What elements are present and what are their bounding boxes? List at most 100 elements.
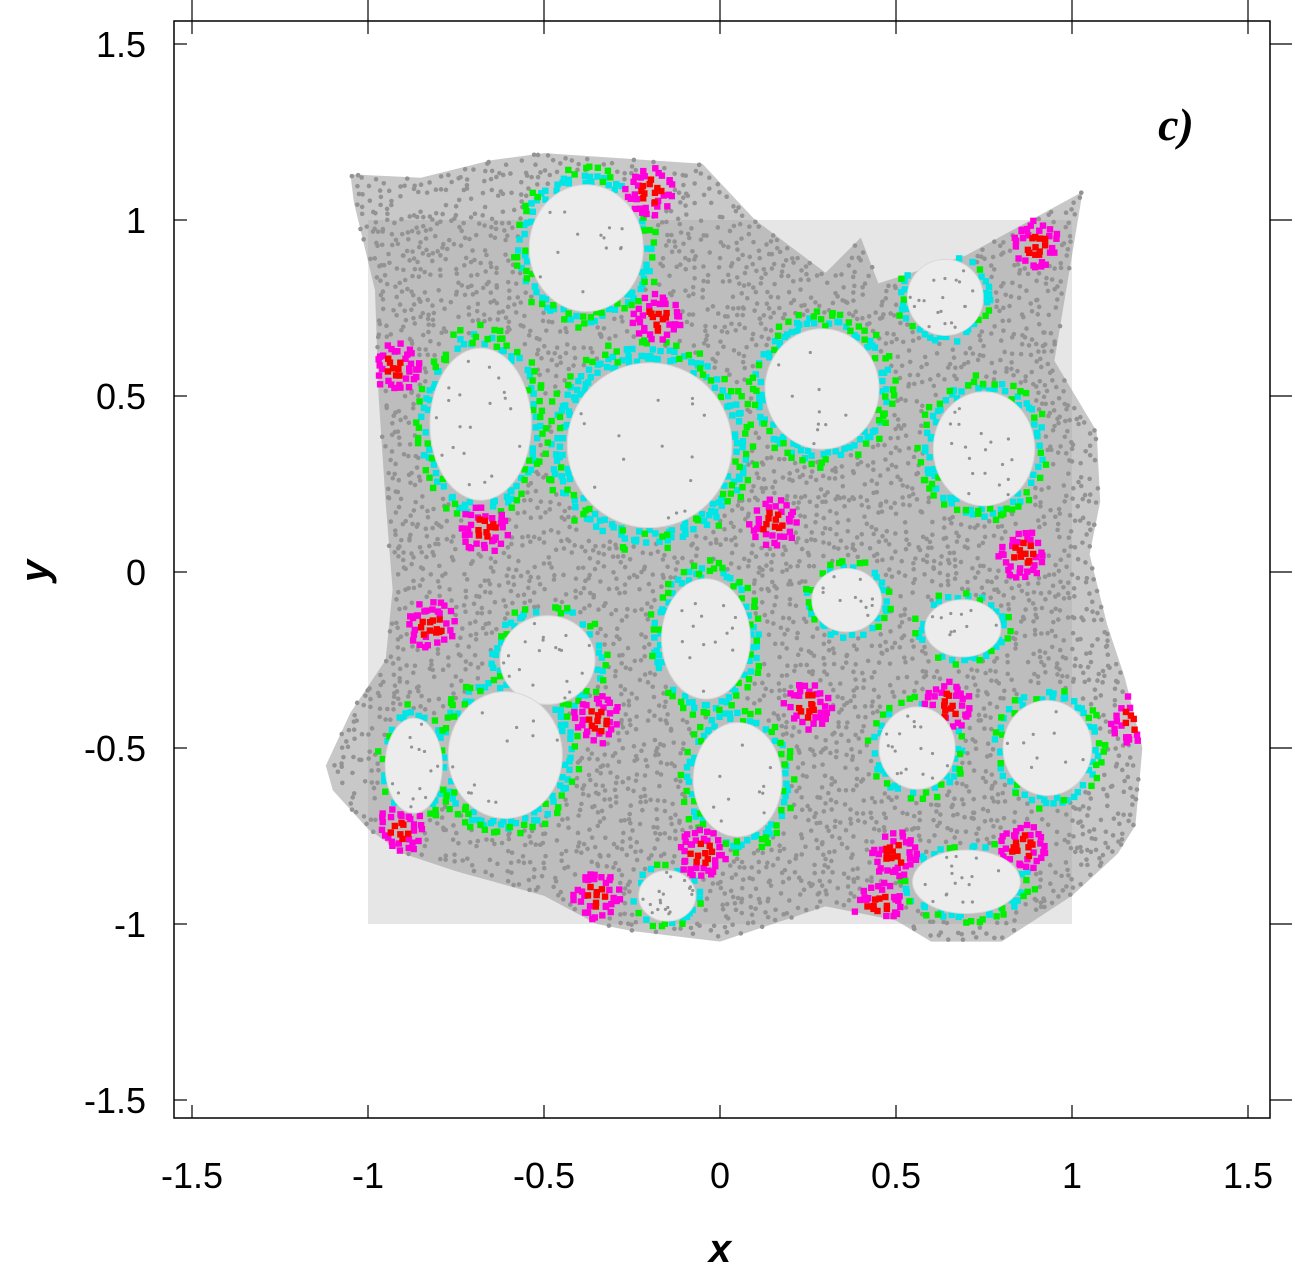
point: [926, 454, 933, 461]
point: [1119, 837, 1125, 842]
point: [965, 710, 972, 718]
point: [474, 308, 480, 314]
point: [620, 725, 626, 730]
point: [803, 320, 811, 328]
point: [502, 621, 509, 629]
point: [1000, 853, 1007, 860]
point: [1103, 719, 1109, 724]
point: [762, 726, 770, 733]
point: [585, 846, 590, 852]
point: [902, 520, 908, 525]
point: [362, 778, 368, 784]
point: [878, 579, 886, 586]
point: [511, 609, 518, 616]
point: [831, 650, 837, 656]
point: [432, 353, 437, 358]
point: [833, 465, 838, 471]
point: [675, 313, 683, 320]
point: [1120, 767, 1125, 773]
point: [527, 466, 535, 473]
point: [409, 561, 414, 567]
point: [965, 579, 970, 585]
point: [1016, 565, 1024, 572]
point: [432, 233, 438, 239]
point: [675, 560, 680, 565]
point: [1053, 870, 1058, 875]
point: [555, 804, 562, 811]
point: [481, 826, 489, 833]
point: [833, 291, 838, 296]
point: [698, 510, 706, 518]
point: [416, 244, 422, 250]
point: [680, 353, 688, 360]
point: [951, 755, 959, 762]
point: [395, 840, 403, 847]
point: [348, 801, 354, 806]
point: [878, 388, 885, 395]
point: [896, 872, 903, 880]
point: [935, 654, 942, 661]
point: [883, 780, 891, 787]
point: [641, 324, 648, 332]
point: [1056, 506, 1062, 512]
point: [645, 617, 651, 622]
point: [522, 313, 527, 319]
point: [1069, 207, 1074, 212]
point: [1071, 200, 1076, 205]
point: [817, 899, 823, 904]
point: [639, 312, 647, 319]
point: [424, 247, 429, 253]
point: [880, 767, 887, 774]
point: [1093, 500, 1099, 505]
point: [790, 278, 796, 284]
point: [616, 737, 622, 743]
point: [641, 278, 648, 286]
point: [380, 777, 388, 785]
point: [874, 481, 880, 487]
point: [356, 191, 362, 197]
point: [811, 563, 817, 569]
point: [483, 631, 489, 636]
point: [753, 554, 759, 559]
point: [394, 597, 399, 602]
point: [695, 570, 703, 578]
point: [752, 681, 757, 687]
point: [931, 558, 937, 564]
point: [725, 694, 733, 701]
point: [668, 575, 673, 580]
point: [1058, 260, 1064, 266]
point: [560, 175, 568, 183]
point: [508, 353, 515, 360]
point: [1061, 694, 1069, 701]
point: [807, 807, 813, 813]
point: [744, 684, 751, 691]
point: [639, 209, 646, 216]
point: [993, 669, 998, 674]
point: [1005, 659, 1010, 665]
point: [832, 849, 837, 854]
point: [902, 315, 910, 322]
point: [1000, 250, 1006, 256]
point: [557, 354, 563, 360]
point: [535, 884, 541, 890]
point: [556, 443, 564, 450]
point: [462, 511, 469, 518]
point: [620, 779, 626, 785]
point: [753, 654, 760, 662]
point: [393, 237, 399, 243]
point: [655, 745, 660, 751]
point: [765, 586, 770, 592]
point: [782, 687, 787, 693]
point: [1038, 877, 1043, 883]
point: [736, 205, 741, 210]
point: [553, 457, 561, 464]
point: [727, 372, 732, 377]
point: [1010, 498, 1017, 506]
point: [882, 419, 889, 426]
point: [411, 315, 416, 321]
point: [410, 631, 418, 638]
point: [437, 267, 443, 272]
point: [803, 523, 809, 529]
point: [1099, 617, 1104, 623]
point: [926, 495, 932, 501]
